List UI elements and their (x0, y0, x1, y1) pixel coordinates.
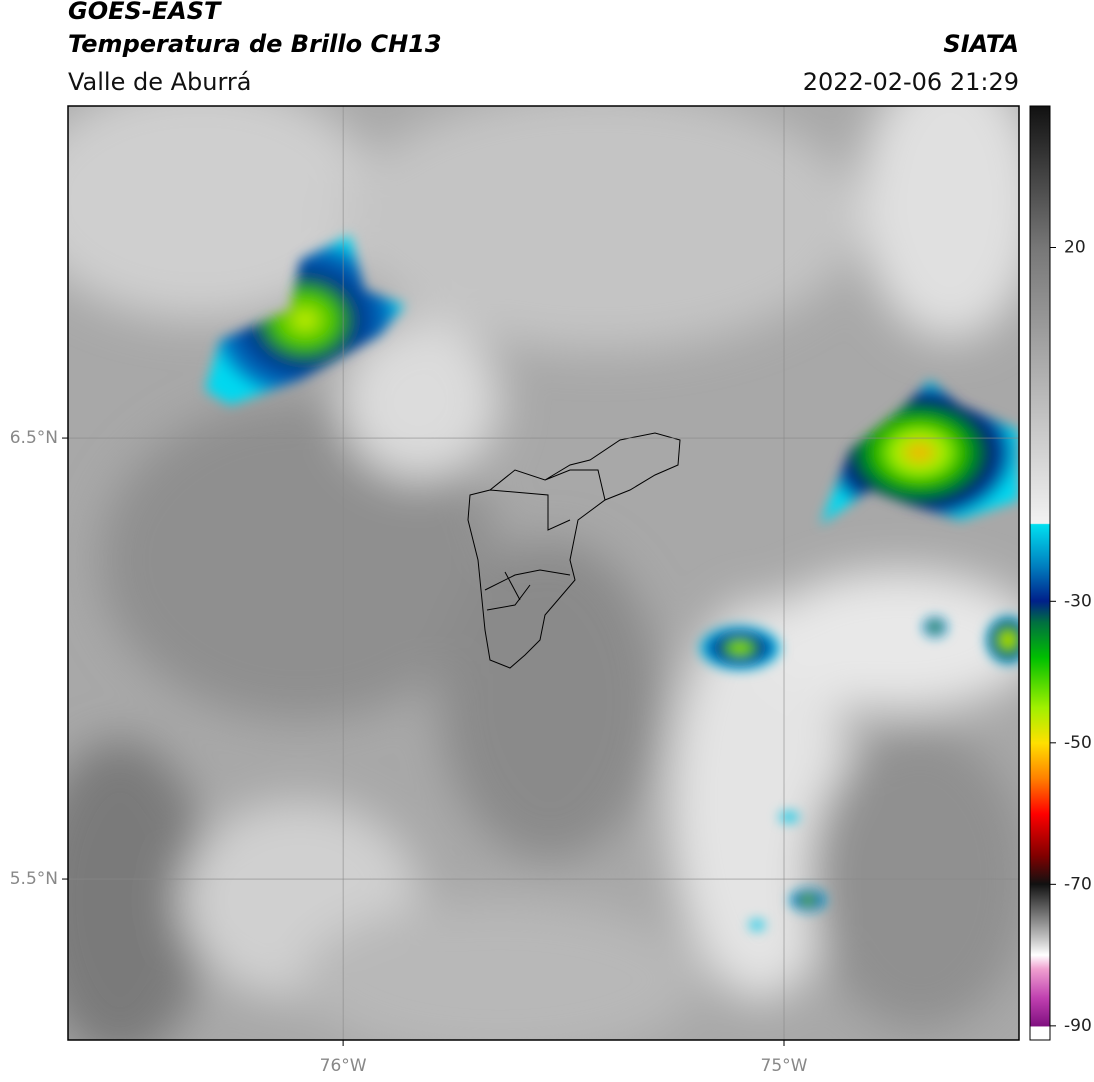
map-image (68, 106, 1019, 1040)
colorbar-tick-label: -50 (1064, 733, 1092, 753)
source: SIATA (943, 30, 1019, 58)
datetime: 2022-02-06 21:29 (803, 68, 1019, 96)
subtitle: Temperatura de Brillo CH13 (68, 30, 442, 58)
municipality-outline (467, 432, 681, 669)
map-frame (67, 105, 1020, 1041)
x-tick-label: 75°W (761, 1056, 808, 1076)
colorbar-tick-label: -90 (1064, 1016, 1092, 1036)
colorbar-tick-label: -70 (1064, 874, 1092, 894)
title: GOES-EAST (68, 0, 222, 25)
x-tick-label: 76°W (320, 1056, 367, 1076)
y-tick-label: 6.5°N (10, 428, 58, 448)
region: Valle de Aburrá (68, 68, 252, 96)
colorbar (1029, 105, 1051, 1041)
grid (68, 106, 1019, 1040)
y-tick-label: 5.5°N (10, 869, 58, 889)
colorbar-tick-label: -30 (1064, 591, 1092, 611)
colorbar-tick-label: 20 (1064, 238, 1086, 258)
